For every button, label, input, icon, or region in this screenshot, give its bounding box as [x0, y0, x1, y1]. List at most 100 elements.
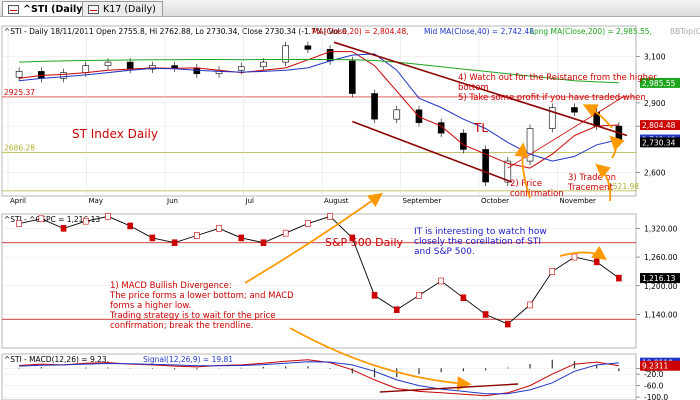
price-badge-label: 2,985.55: [642, 79, 676, 88]
gspc-candle: [482, 311, 489, 318]
gspc-candle: [371, 292, 378, 299]
y-tick-label: 1,320.00: [644, 224, 678, 233]
gspc-candle: [349, 234, 356, 242]
gspc-candle: [60, 225, 67, 232]
gspc-candle: [216, 225, 222, 232]
y-tick-label: -20.0: [644, 370, 664, 379]
y-tick-label: 1,140.00: [644, 311, 678, 320]
arrow-trace: [595, 163, 612, 202]
y-tick-label: 1,200.00: [644, 282, 678, 291]
x-tick-label: May: [89, 197, 103, 205]
candle-body: [482, 149, 489, 183]
arrow-price-confirmation: [514, 142, 531, 199]
y-tick-label: 1,260.00: [644, 253, 678, 262]
candle-body: [437, 122, 445, 134]
y-tick-label: 2,900: [644, 99, 666, 108]
pane-title-sp500: S&P 500 Daily: [325, 236, 404, 249]
pane-header-info: - Daily 18/11/2011 Open 2755.8, Hi 2762.…: [24, 27, 347, 36]
annotation-note-3: Tracement: [567, 183, 613, 193]
x-tick-label: August: [324, 197, 349, 205]
gspc-candle: [327, 213, 333, 220]
price-badge: [640, 137, 680, 148]
candle-body: [304, 45, 312, 50]
candle-body: [526, 128, 534, 162]
price-badge: [640, 120, 680, 131]
reference-line-label: 2925.37: [4, 88, 35, 97]
series-line-long-ma-close-200-: [19, 59, 619, 84]
annotation-macd-divergence: confirmation; break the trendline.: [110, 321, 253, 331]
pane-header-info: - MACD(12,26) = 9.23,: [24, 355, 109, 364]
gspc-candle: [105, 213, 111, 220]
x-tick-label: Jun: [166, 197, 178, 205]
candle-body: [126, 61, 134, 70]
gspc-candle: [82, 217, 89, 225]
support-trendline: [352, 120, 513, 183]
candle-body: [349, 60, 356, 94]
chart-area[interactable]: ^STI - Daily 18/11/2011 Open 2755.8, Hi 2…: [0, 18, 700, 400]
annotation-note-2: confirmation: [510, 189, 564, 199]
gspc-candle: [171, 239, 178, 247]
gspc-candle: [438, 277, 444, 285]
price-badge-label: 2,730.34: [642, 138, 676, 147]
gspc-candle: [593, 258, 600, 266]
header-signal: Signal(12,26,9) = 19.81: [143, 355, 233, 364]
candle-body: [149, 65, 156, 70]
x-tick-label: April: [10, 197, 26, 205]
tab-label: ^STI (Daily): [23, 4, 87, 15]
gspc-candle: [393, 306, 400, 314]
price-badge: [640, 273, 680, 284]
gspc-candle: [238, 234, 245, 242]
gspc-candle: [527, 301, 533, 309]
pane-header-info: - ^GSPC = 1,216.13: [24, 215, 100, 224]
reference-line-label: 2521.98: [608, 182, 639, 191]
candle-body: [15, 71, 23, 78]
resistance-trendline: [333, 41, 628, 137]
tab-sti-daily[interactable]: ^STI (Daily): [2, 1, 94, 16]
candle-body: [282, 45, 289, 63]
gspc-candle: [149, 234, 156, 242]
reference-line-label: 2686.28: [4, 144, 35, 153]
gspc-candle: [16, 220, 22, 227]
gspc-candle: [260, 239, 267, 247]
tab-k17-daily[interactable]: K17 (Daily): [82, 1, 163, 16]
price-badge-label: 1,216.13: [642, 274, 676, 283]
arrow-resistance: [609, 135, 625, 159]
candle-body: [571, 107, 578, 113]
x-tick-label: November: [560, 197, 597, 205]
pane-frame-0: [1, 25, 637, 197]
gspc-candle: [616, 274, 622, 282]
annotation-correlation: and S&P 500.: [414, 247, 475, 257]
series-line-ma-close-20-: [19, 51, 619, 169]
candle-body: [260, 61, 267, 68]
header-ma20: MA(Close,20) = 2,804.48,: [312, 27, 409, 36]
arrow-correlation: [559, 245, 607, 261]
gspc-candle: [194, 232, 200, 239]
gspc-candle: [38, 215, 45, 223]
pane-header-symbol: ^STI: [4, 27, 22, 36]
price-badge-label: 2,804.48: [642, 121, 676, 130]
arrow-to-macd: [289, 327, 472, 391]
header-ma200: Long MA(Close,200) = 2,985.55,: [530, 27, 652, 36]
gspc-candle: [305, 220, 311, 227]
annotation-note-4: 4) Watch out for the Reistance from the …: [458, 73, 657, 83]
gspc-candle: [282, 229, 289, 237]
candle-body: [104, 61, 112, 66]
candle-body: [82, 65, 90, 73]
x-tick-label: Jul: [245, 197, 255, 205]
annotation-note-4: bottom: [458, 83, 489, 93]
header-bbtop: BBTop(Clos: [670, 27, 700, 36]
candle-body: [504, 160, 512, 183]
annotation-macd-divergence: The price forms a lower bottom; and MACD: [109, 291, 294, 301]
y-tick-label: 3,100: [644, 52, 666, 61]
annotation-note-3: 3) Trade on: [568, 173, 616, 183]
pane-header-symbol: ^STI: [4, 355, 22, 364]
arrow-profit: [582, 104, 613, 129]
x-tick-label: September: [403, 197, 442, 205]
candle-body: [60, 72, 67, 79]
candle-body: [548, 107, 556, 129]
annotation-correlation: closely the corellation of STI: [414, 237, 541, 247]
candle-body: [371, 93, 378, 120]
pane-header-symbol: ^STI: [4, 215, 22, 224]
pane-title-sti: ST Index Daily: [72, 127, 158, 141]
gspc-candle: [460, 294, 467, 302]
